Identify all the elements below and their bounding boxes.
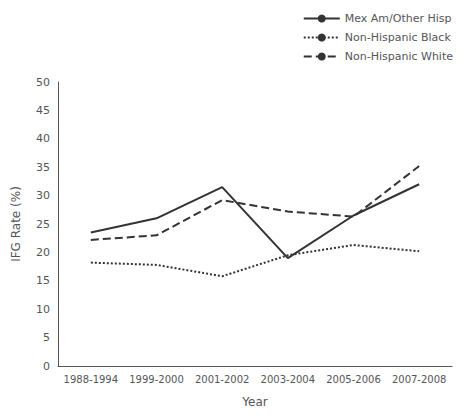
svg-text:30: 30	[36, 189, 50, 202]
svg-text:Mex Am/Other Hisp: Mex Am/Other Hisp	[345, 12, 452, 25]
svg-text:IFG Rate (%): IFG Rate (%)	[9, 186, 23, 262]
svg-text:20: 20	[36, 246, 50, 259]
svg-text:40: 40	[36, 132, 50, 145]
svg-text:Year: Year	[241, 395, 267, 409]
svg-text:2001-2002: 2001-2002	[195, 374, 250, 385]
svg-text:2007-2008: 2007-2008	[392, 374, 447, 385]
svg-text:Non-Hispanic White: Non-Hispanic White	[345, 50, 453, 63]
svg-text:25: 25	[36, 218, 50, 231]
svg-text:0: 0	[43, 360, 50, 373]
svg-text:Non-Hispanic Black: Non-Hispanic Black	[345, 31, 452, 44]
svg-text:50: 50	[36, 76, 50, 89]
svg-text:1999-2000: 1999-2000	[129, 374, 184, 385]
svg-text:2005-2006: 2005-2006	[326, 374, 381, 385]
svg-text:45: 45	[36, 104, 50, 117]
svg-text:5: 5	[43, 331, 50, 344]
svg-text:2003-2004: 2003-2004	[261, 374, 316, 385]
svg-text:35: 35	[36, 161, 50, 174]
svg-text:1988-1994: 1988-1994	[64, 374, 119, 385]
svg-text:15: 15	[36, 274, 50, 287]
svg-text:10: 10	[36, 303, 50, 316]
